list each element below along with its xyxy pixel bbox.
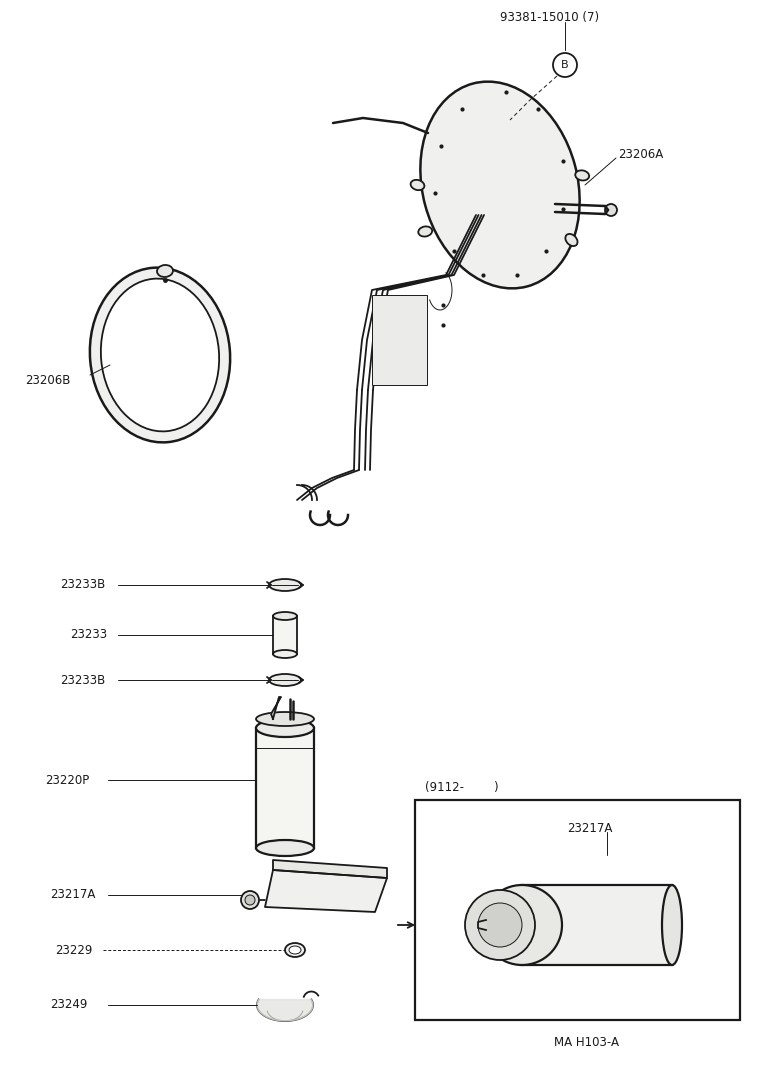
Text: 93381-15010 (7): 93381-15010 (7) (500, 12, 599, 25)
Text: 23233: 23233 (70, 629, 107, 642)
Bar (372, 295, 427, 385)
Circle shape (245, 895, 255, 905)
Ellipse shape (285, 943, 305, 957)
Text: 23233B: 23233B (60, 579, 105, 592)
Polygon shape (478, 920, 486, 930)
Ellipse shape (289, 946, 301, 954)
Ellipse shape (273, 612, 297, 620)
Ellipse shape (256, 712, 314, 726)
Polygon shape (265, 870, 387, 912)
Circle shape (482, 885, 562, 965)
Text: 23206A: 23206A (618, 149, 664, 162)
Bar (522, 885, 672, 965)
Text: MA H103-A: MA H103-A (554, 1035, 620, 1048)
Ellipse shape (565, 234, 578, 246)
Bar (415, 800, 740, 1020)
Text: 23217A: 23217A (567, 822, 612, 835)
Circle shape (478, 903, 522, 947)
Polygon shape (271, 697, 281, 719)
Ellipse shape (90, 268, 230, 442)
Ellipse shape (256, 840, 314, 856)
Polygon shape (273, 860, 387, 878)
Bar (256, 728, 314, 848)
Ellipse shape (269, 674, 301, 686)
Text: 23229: 23229 (55, 943, 92, 956)
Text: 23249: 23249 (50, 998, 88, 1011)
Text: 23217A: 23217A (50, 889, 95, 902)
Circle shape (465, 890, 535, 960)
Text: (9112-        ): (9112- ) (425, 782, 498, 795)
Ellipse shape (419, 227, 432, 236)
Ellipse shape (273, 650, 297, 658)
Ellipse shape (420, 81, 580, 288)
Text: B: B (561, 60, 569, 70)
Text: 23220P: 23220P (45, 774, 89, 787)
Ellipse shape (157, 264, 173, 278)
Ellipse shape (662, 885, 682, 965)
Ellipse shape (575, 170, 589, 180)
Text: 23233B: 23233B (60, 673, 105, 686)
Bar (273, 616, 297, 654)
Ellipse shape (269, 579, 301, 591)
Ellipse shape (411, 180, 425, 190)
Ellipse shape (256, 719, 314, 737)
Ellipse shape (101, 279, 219, 431)
Polygon shape (257, 999, 313, 1021)
Circle shape (605, 204, 617, 216)
Text: 23206B: 23206B (25, 374, 71, 387)
Circle shape (241, 891, 259, 909)
